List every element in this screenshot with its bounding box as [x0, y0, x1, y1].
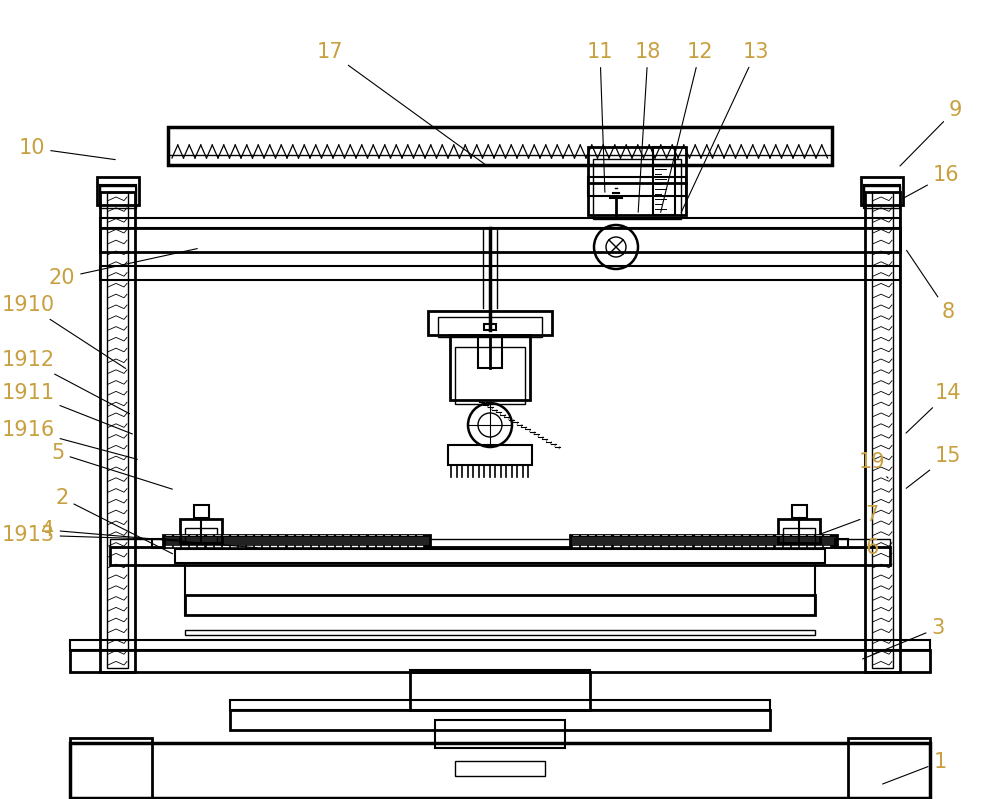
Text: 18: 18: [635, 42, 661, 213]
Bar: [230, 710, 770, 730]
Bar: [484, 324, 496, 330]
Bar: [861, 177, 903, 205]
Bar: [455, 761, 545, 776]
Text: 17: 17: [317, 42, 488, 166]
Text: 14: 14: [906, 383, 961, 433]
Bar: [100, 192, 135, 672]
Bar: [588, 147, 686, 215]
Bar: [872, 192, 893, 668]
Bar: [100, 228, 900, 252]
Bar: [428, 311, 552, 335]
Bar: [180, 519, 222, 543]
Text: 1913: 1913: [1, 525, 182, 545]
Bar: [593, 159, 681, 219]
Bar: [100, 218, 900, 228]
Bar: [70, 640, 930, 650]
Text: 1910: 1910: [1, 295, 126, 368]
Bar: [455, 347, 525, 404]
Bar: [865, 192, 900, 672]
Text: 12: 12: [661, 42, 713, 213]
Bar: [588, 177, 686, 196]
Bar: [194, 505, 209, 518]
Text: 1916: 1916: [1, 420, 137, 459]
Bar: [848, 738, 930, 798]
Text: 1: 1: [883, 752, 947, 784]
Text: 15: 15: [906, 446, 961, 488]
Text: 19: 19: [859, 452, 888, 478]
Bar: [110, 539, 890, 547]
Bar: [175, 549, 825, 563]
Text: 16: 16: [902, 165, 959, 199]
Bar: [70, 650, 930, 672]
Bar: [570, 535, 837, 546]
Bar: [97, 177, 139, 205]
Text: 13: 13: [681, 42, 769, 213]
Bar: [835, 539, 848, 548]
Text: 11: 11: [587, 42, 613, 193]
Bar: [435, 720, 565, 748]
Text: 10: 10: [19, 138, 115, 160]
Bar: [152, 539, 165, 548]
Bar: [168, 155, 832, 165]
Bar: [107, 192, 128, 668]
Text: 7: 7: [821, 505, 879, 534]
Bar: [230, 700, 770, 710]
Text: 9: 9: [900, 100, 962, 166]
Bar: [783, 528, 815, 546]
Bar: [70, 743, 930, 798]
Bar: [110, 547, 890, 565]
Bar: [438, 317, 542, 337]
Text: 2: 2: [55, 488, 173, 554]
Text: 8: 8: [907, 250, 955, 322]
Bar: [448, 445, 532, 465]
Text: 6: 6: [821, 538, 879, 558]
Bar: [792, 505, 807, 518]
Bar: [163, 535, 430, 546]
Bar: [450, 335, 530, 400]
Bar: [168, 127, 832, 165]
Bar: [478, 336, 502, 368]
Text: 3: 3: [863, 618, 945, 659]
Text: 1911: 1911: [1, 383, 132, 434]
Text: 4: 4: [41, 520, 257, 548]
Text: 20: 20: [49, 248, 197, 288]
Bar: [100, 186, 136, 208]
Bar: [778, 519, 820, 543]
Bar: [185, 595, 815, 615]
Bar: [410, 672, 590, 710]
Bar: [185, 630, 815, 635]
Text: 1912: 1912: [1, 350, 130, 414]
Bar: [100, 266, 900, 280]
Text: 5: 5: [51, 443, 172, 489]
Bar: [185, 528, 217, 546]
Bar: [864, 186, 900, 208]
Bar: [653, 147, 675, 215]
Bar: [70, 738, 152, 798]
